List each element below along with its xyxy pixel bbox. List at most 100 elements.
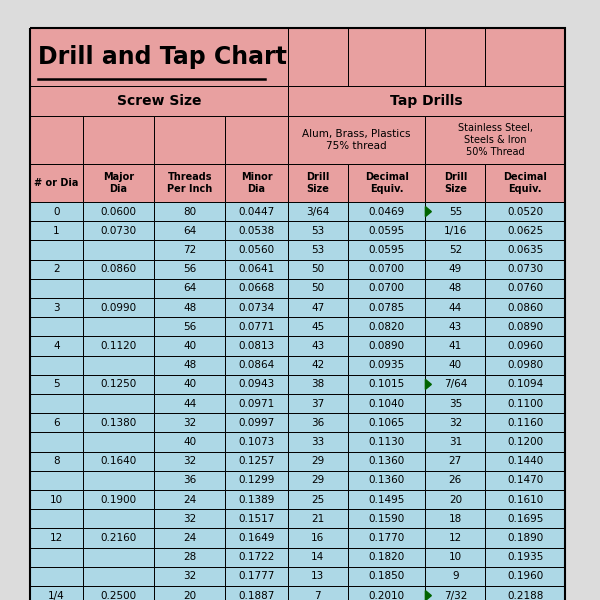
Bar xyxy=(288,548,348,567)
Bar xyxy=(485,375,565,394)
Bar xyxy=(225,548,288,567)
Bar xyxy=(348,509,425,529)
Text: 43: 43 xyxy=(449,322,462,332)
Bar xyxy=(288,221,348,241)
Text: 0.0635: 0.0635 xyxy=(507,245,543,255)
Text: 0.1200: 0.1200 xyxy=(507,437,543,447)
Bar xyxy=(154,337,225,356)
Bar xyxy=(225,567,288,586)
Text: 20: 20 xyxy=(183,590,196,600)
Bar xyxy=(348,28,425,86)
Text: 0.2010: 0.2010 xyxy=(368,590,404,600)
Bar xyxy=(348,586,425,600)
Bar xyxy=(225,471,288,490)
Bar xyxy=(225,356,288,375)
Bar xyxy=(425,567,485,586)
Bar xyxy=(425,548,485,567)
Text: 4: 4 xyxy=(53,341,60,351)
Text: 80: 80 xyxy=(183,206,196,217)
Bar xyxy=(30,260,83,279)
Text: 0.0890: 0.0890 xyxy=(507,322,543,332)
Text: 29: 29 xyxy=(311,456,325,466)
Text: 0.0560: 0.0560 xyxy=(239,245,275,255)
Text: 48: 48 xyxy=(183,360,196,370)
Text: 56: 56 xyxy=(183,322,196,332)
Bar xyxy=(154,202,225,221)
Bar xyxy=(348,221,425,241)
Bar xyxy=(225,202,288,221)
Text: 14: 14 xyxy=(311,552,325,562)
Bar xyxy=(425,413,485,433)
Bar xyxy=(425,586,485,600)
Text: 0.0771: 0.0771 xyxy=(238,322,275,332)
Bar xyxy=(425,116,565,164)
Bar xyxy=(425,317,485,337)
Bar xyxy=(30,279,83,298)
Bar xyxy=(425,471,485,490)
Text: 0.1257: 0.1257 xyxy=(238,456,275,466)
Bar xyxy=(30,394,83,413)
Text: 32: 32 xyxy=(183,571,196,581)
Text: 0.1015: 0.1015 xyxy=(368,379,405,389)
Text: 0.1299: 0.1299 xyxy=(238,475,275,485)
Bar xyxy=(348,471,425,490)
Bar xyxy=(154,586,225,600)
Text: 0.0520: 0.0520 xyxy=(507,206,543,217)
Bar xyxy=(83,509,154,529)
Text: 35: 35 xyxy=(449,398,462,409)
Text: 6: 6 xyxy=(53,418,60,428)
Bar xyxy=(485,586,565,600)
Bar xyxy=(485,279,565,298)
Bar xyxy=(348,529,425,548)
Bar xyxy=(348,317,425,337)
Bar xyxy=(288,241,348,260)
Text: 0.1470: 0.1470 xyxy=(507,475,543,485)
Bar xyxy=(225,394,288,413)
Bar xyxy=(485,471,565,490)
Bar xyxy=(83,317,154,337)
Text: 42: 42 xyxy=(311,360,325,370)
Text: 0.0625: 0.0625 xyxy=(507,226,543,236)
Bar xyxy=(348,548,425,567)
Bar xyxy=(30,452,83,471)
Bar xyxy=(83,452,154,471)
Bar xyxy=(485,490,565,509)
Text: 40: 40 xyxy=(449,360,462,370)
Text: 31: 31 xyxy=(449,437,462,447)
Text: 0.0730: 0.0730 xyxy=(507,264,543,274)
Bar xyxy=(425,28,485,86)
Text: 47: 47 xyxy=(311,302,325,313)
Bar xyxy=(30,337,83,356)
Bar xyxy=(425,452,485,471)
Bar xyxy=(348,241,425,260)
Bar xyxy=(485,317,565,337)
Text: 53: 53 xyxy=(311,245,325,255)
Bar xyxy=(30,221,83,241)
Bar xyxy=(288,337,348,356)
Bar xyxy=(154,452,225,471)
Text: 40: 40 xyxy=(183,437,196,447)
Text: 9: 9 xyxy=(452,571,458,581)
Bar xyxy=(154,356,225,375)
Bar xyxy=(288,279,348,298)
Text: 0.0971: 0.0971 xyxy=(238,398,275,409)
Text: 5: 5 xyxy=(53,379,60,389)
Bar xyxy=(225,317,288,337)
Text: 72: 72 xyxy=(183,245,196,255)
Text: 44: 44 xyxy=(449,302,462,313)
Bar xyxy=(30,490,83,509)
Text: 43: 43 xyxy=(311,341,325,351)
Bar xyxy=(154,567,225,586)
Text: 0.1890: 0.1890 xyxy=(507,533,543,543)
Bar xyxy=(154,394,225,413)
Bar xyxy=(154,317,225,337)
Text: 0.1094: 0.1094 xyxy=(507,379,543,389)
Bar xyxy=(288,433,348,452)
Bar xyxy=(288,490,348,509)
Bar xyxy=(83,164,154,202)
Text: Major
Dia: Major Dia xyxy=(103,172,134,194)
Bar xyxy=(83,241,154,260)
Text: 0.2188: 0.2188 xyxy=(507,590,544,600)
Bar xyxy=(348,413,425,433)
Text: 8: 8 xyxy=(53,456,60,466)
